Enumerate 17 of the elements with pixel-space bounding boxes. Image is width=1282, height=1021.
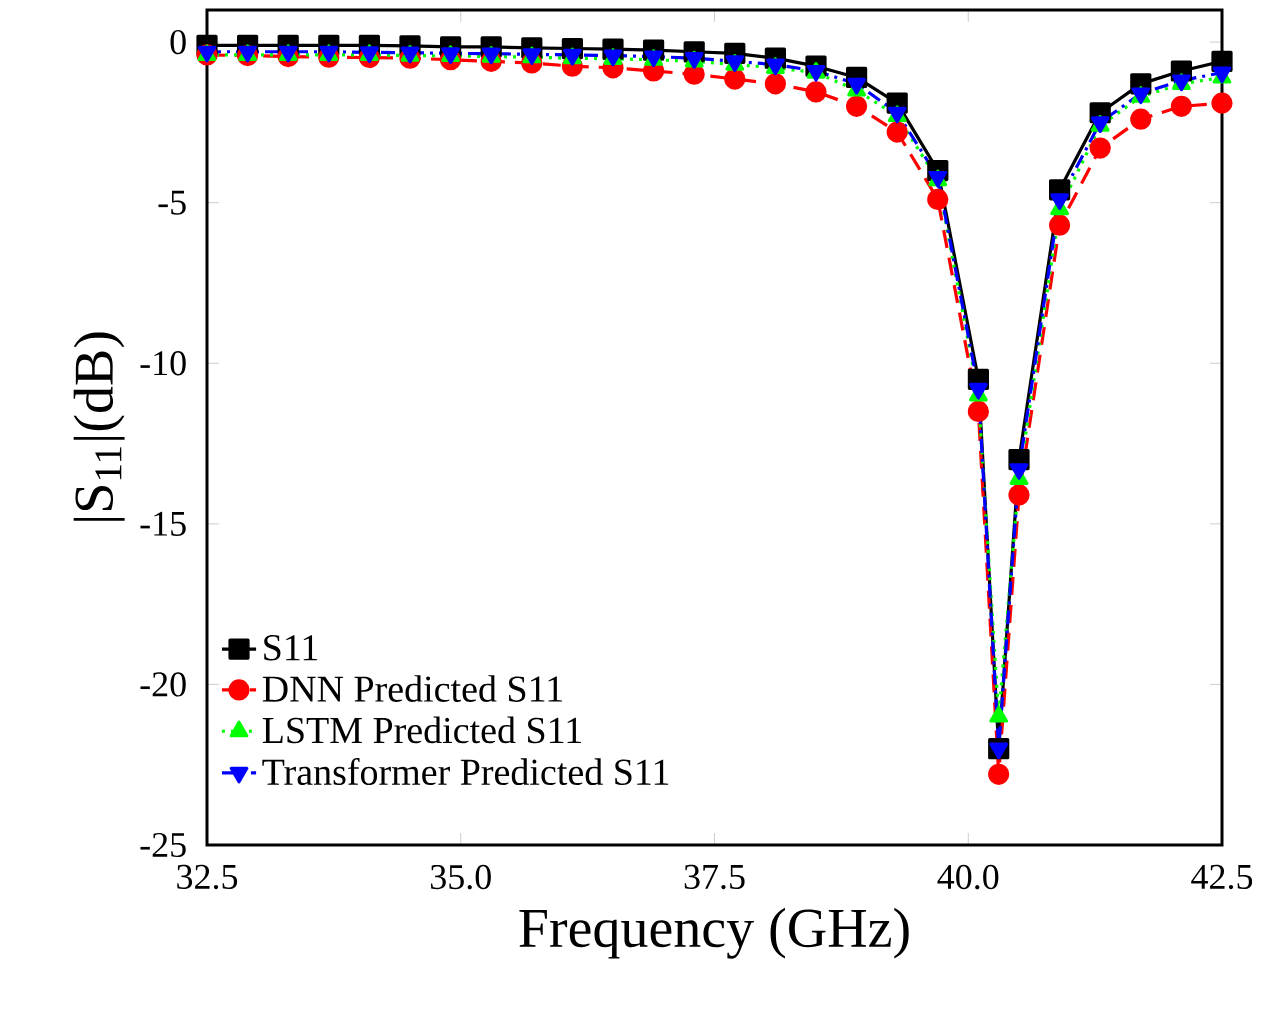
y-tick-label: -10 xyxy=(140,351,186,376)
y-tick-label: 0 xyxy=(170,29,186,55)
legend-label: S11 xyxy=(264,635,318,661)
y-tick-label: -15 xyxy=(140,511,186,536)
x-tick-label: 37.5 xyxy=(684,864,745,890)
x-axis-title: Frequency (GHz) xyxy=(519,907,909,959)
y-tick-label: -5 xyxy=(158,190,186,215)
legend-label: LSTM Predicted S11 xyxy=(262,716,581,744)
x-tick-label: 42.5 xyxy=(1191,864,1253,890)
x-tick-label: 35.0 xyxy=(430,864,491,890)
x-tick-label: 32.5 xyxy=(177,864,238,890)
legend-label: DNN Predicted S11 xyxy=(262,675,562,702)
y-tick-label: -20 xyxy=(140,672,186,697)
y-axis-title: |S$_{11}$|(dB) xyxy=(73,332,125,521)
y-tick-label: -25 xyxy=(140,832,186,858)
x-tick-label: 40.0 xyxy=(937,864,999,890)
legend-label: Transformer Predicted S11 xyxy=(262,757,669,786)
